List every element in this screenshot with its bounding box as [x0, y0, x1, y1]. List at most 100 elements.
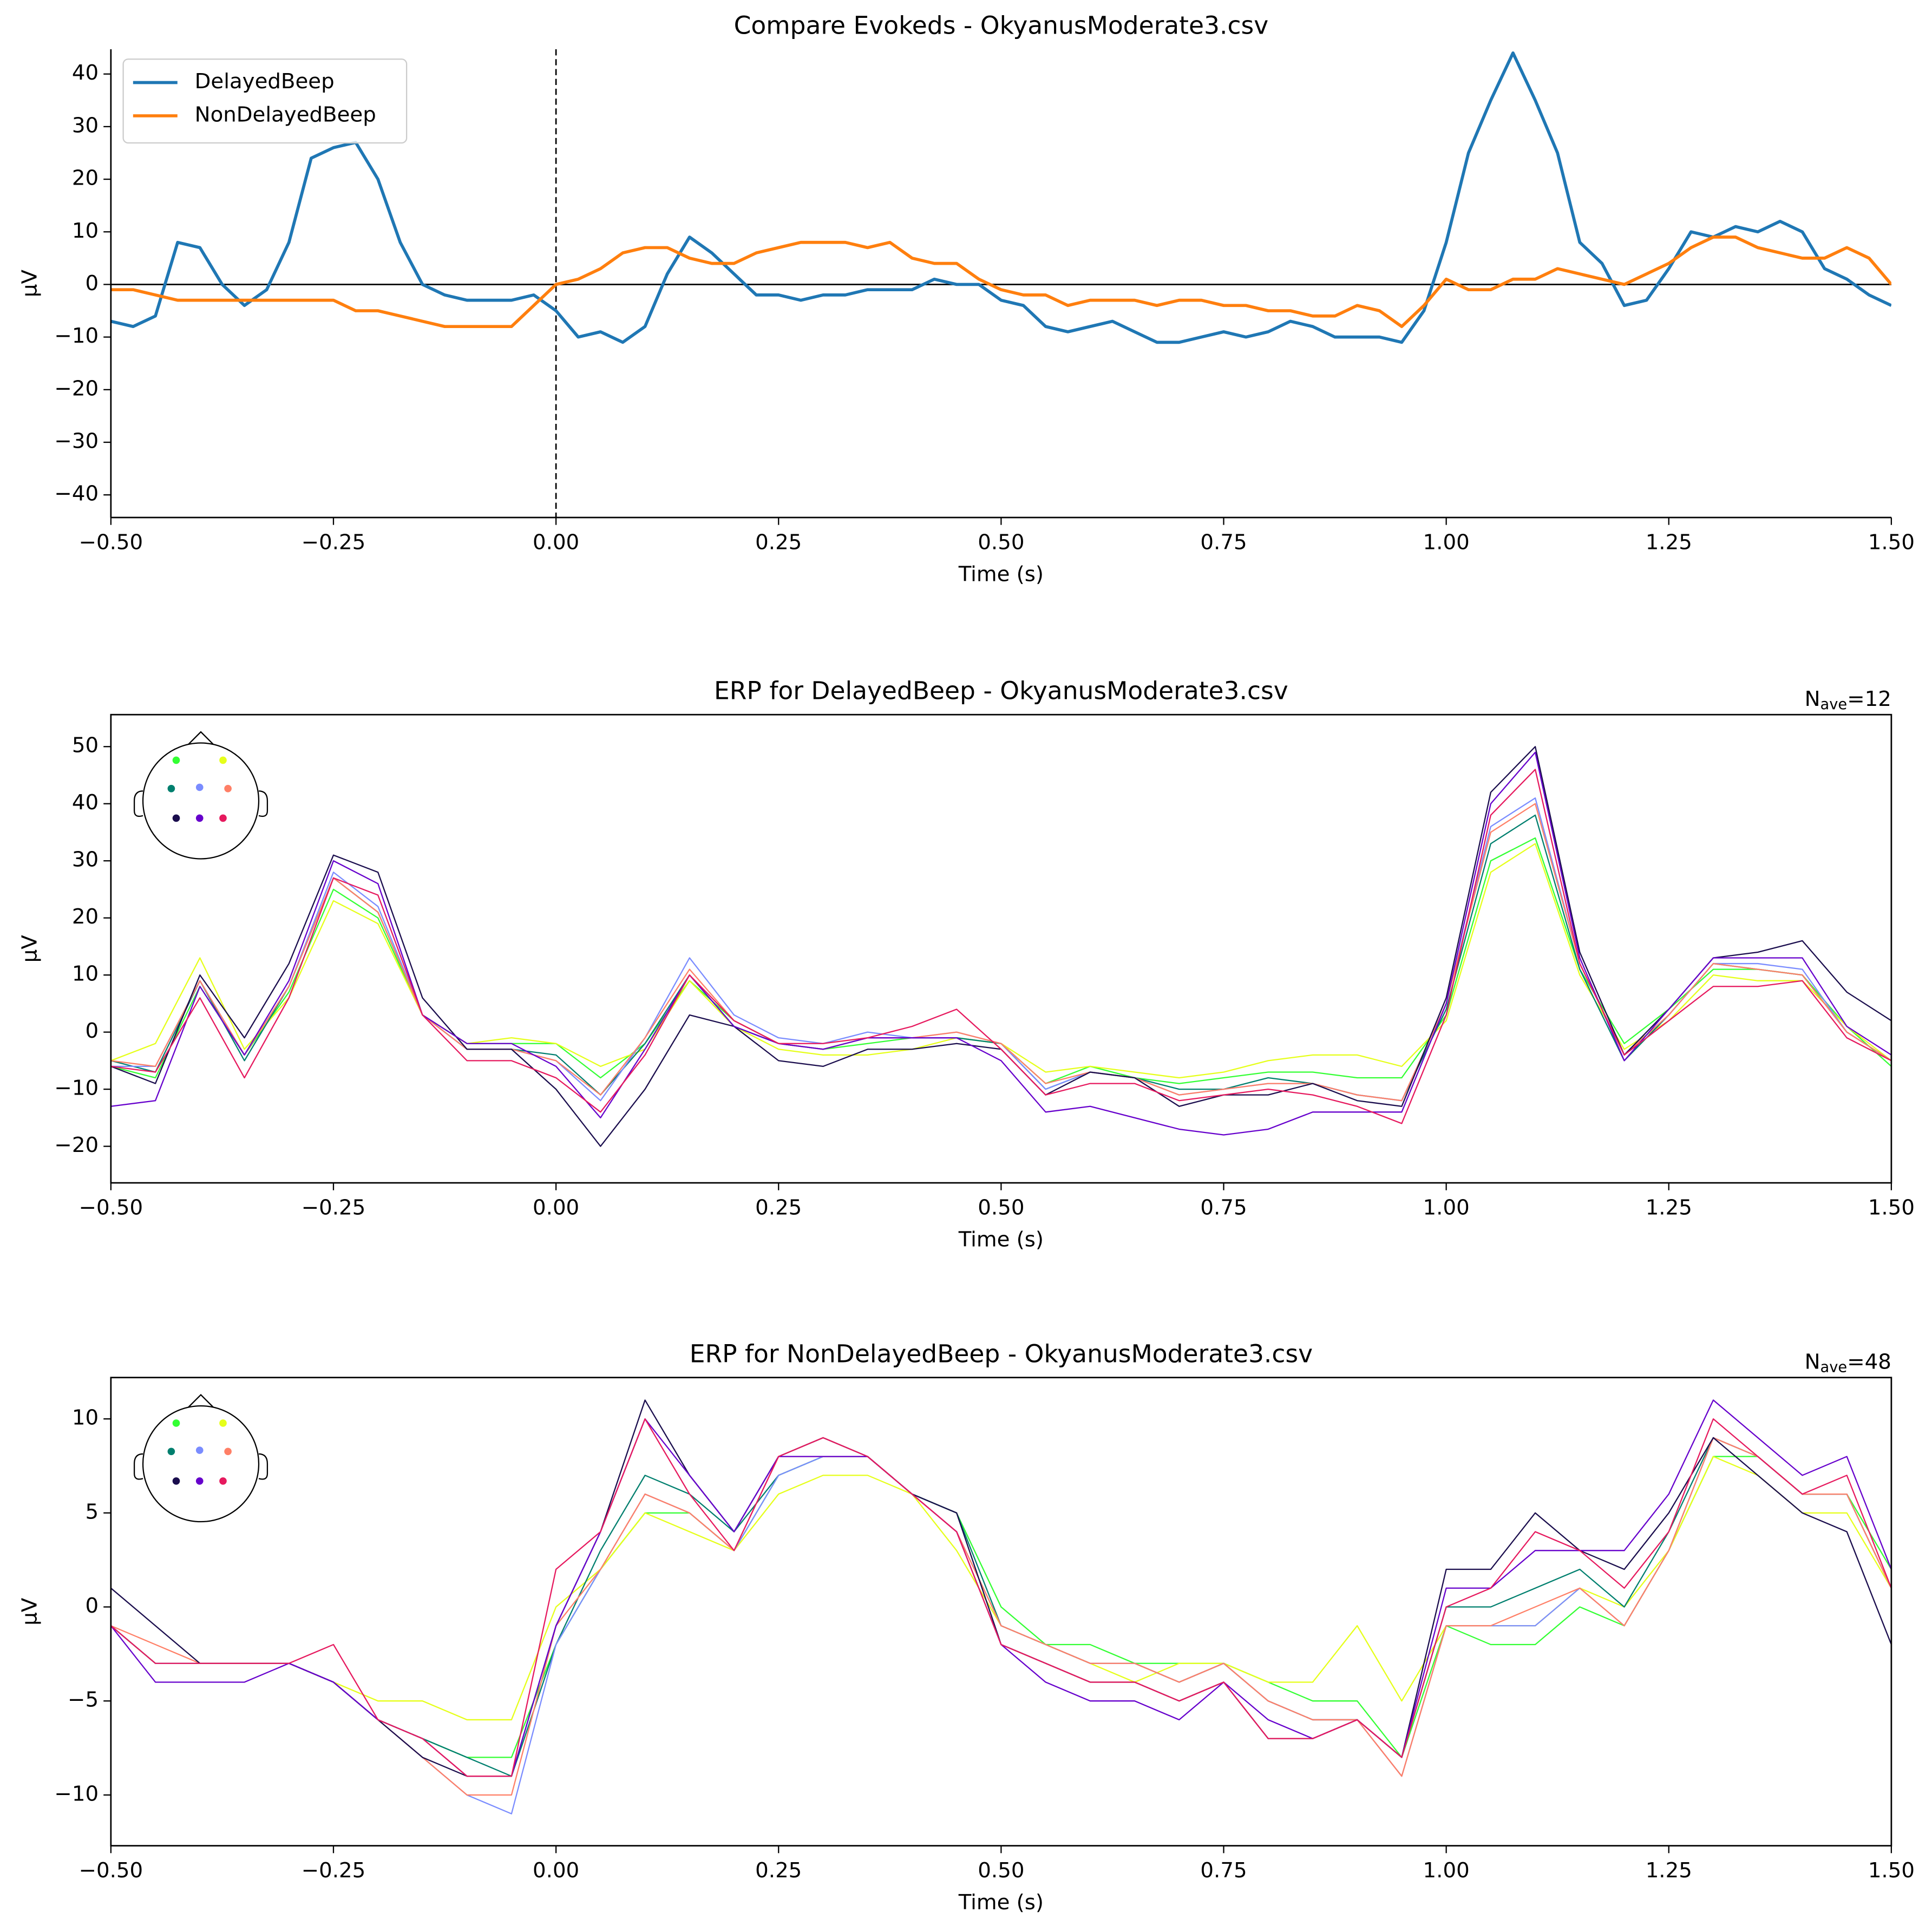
x-tick-label: 0.75	[1200, 1195, 1247, 1220]
x-tick-label: 1.00	[1423, 1858, 1470, 1883]
x-tick-label: 0.75	[1200, 1858, 1247, 1883]
y-tick-label: −40	[54, 482, 99, 506]
sensor-dot	[172, 1419, 180, 1427]
x-tick-label: 1.00	[1423, 530, 1470, 554]
head-ear	[133, 790, 143, 817]
x-tick-label: 1.00	[1423, 1195, 1470, 1220]
x-tick-label: 1.25	[1646, 1858, 1692, 1883]
y-tick-label: 40	[72, 790, 99, 815]
head-ear	[258, 790, 268, 817]
x-tick-label: 0.50	[978, 530, 1024, 554]
subplot: Compare Evokeds - OkyanusModerate3.csv −0…	[17, 11, 1915, 587]
sensor-dot	[195, 814, 204, 822]
y-tick-label: 0	[85, 271, 99, 296]
series-line	[110, 769, 1891, 1124]
sensor-dot	[224, 784, 232, 793]
y-tick-label: −30	[54, 429, 99, 454]
y-tick-label: 30	[72, 113, 99, 137]
y-tick-label: −20	[54, 376, 99, 401]
axes-frame	[110, 1377, 1892, 1847]
x-tick-label: 0.50	[978, 1195, 1024, 1220]
x-tick-label: 0.00	[533, 1195, 579, 1220]
x-tick-label: −0.25	[302, 530, 366, 554]
x-tick-label: 1.50	[1868, 530, 1915, 554]
series-line	[110, 746, 1891, 1147]
y-axis-label: µV	[17, 935, 42, 963]
head-outline	[142, 742, 260, 860]
y-axis-label: µV	[17, 269, 42, 297]
sensor-dot	[167, 784, 175, 793]
sensor-dot	[172, 1477, 180, 1485]
sensor-dot	[195, 1446, 204, 1454]
y-tick-label: −10	[54, 1076, 99, 1101]
y-tick-label: 0	[85, 1594, 99, 1618]
annotation-subscript: ave	[1820, 696, 1848, 712]
sensor-dot	[172, 756, 180, 764]
y-tick-label: 5	[85, 1499, 99, 1524]
sensor-inset	[133, 1393, 268, 1523]
x-tick-label: −0.25	[302, 1195, 366, 1220]
x-tick-label: 1.25	[1646, 1195, 1692, 1220]
axes-frame	[110, 713, 1892, 1184]
x-tick-label: −0.50	[79, 1195, 143, 1220]
x-tick-label: −0.25	[302, 1858, 366, 1883]
legend-frame	[122, 58, 408, 144]
x-tick-label: 0.25	[755, 530, 802, 554]
y-tick-label: 30	[72, 848, 99, 872]
sensor-dot	[219, 1477, 227, 1485]
y-tick-label: 10	[72, 1406, 99, 1430]
series-line	[110, 1437, 1891, 1796]
y-tick-label: −5	[68, 1688, 99, 1712]
series-line	[110, 803, 1891, 1102]
series-line	[110, 51, 1891, 344]
chart-title: ERP for DelayedBeep - OkyanusModerate3.c…	[714, 677, 1288, 705]
x-axis-label: Time (s)	[958, 562, 1044, 586]
x-tick-label: 1.25	[1646, 530, 1692, 554]
y-tick-label: −10	[54, 1782, 99, 1806]
x-tick-label: −0.50	[79, 1858, 143, 1883]
y-tick-label: 0	[85, 1019, 99, 1043]
annotation-suffix: =48	[1847, 1350, 1891, 1374]
head-ear	[258, 1453, 268, 1480]
legend-label: NonDelayedBeep	[195, 102, 376, 127]
sensor-dot	[167, 1448, 175, 1456]
x-tick-label: 0.50	[978, 1858, 1024, 1883]
y-tick-label: 20	[72, 905, 99, 929]
x-tick-label: 1.50	[1868, 1858, 1915, 1883]
series-line	[110, 751, 1891, 1136]
x-tick-label: 0.25	[755, 1858, 802, 1883]
sensor-dot	[195, 783, 204, 791]
series-line	[110, 1418, 1891, 1777]
sensor-dot	[219, 814, 227, 822]
legend-label: DelayedBeep	[195, 69, 335, 94]
y-tick-label: 10	[72, 219, 99, 243]
x-tick-label: −0.50	[79, 530, 143, 554]
x-axis-label: Time (s)	[958, 1890, 1044, 1915]
annotation-text: N	[1805, 686, 1820, 711]
y-axis-label: µV	[17, 1597, 42, 1626]
y-tick-label: 10	[72, 962, 99, 986]
annotation-text: N	[1805, 1350, 1820, 1374]
chart-title: ERP for NonDelayedBeep - OkyanusModerate…	[690, 1339, 1313, 1368]
annotation-subscript: ave	[1820, 1359, 1848, 1376]
x-tick-label: 0.25	[755, 1195, 802, 1220]
sensor-inset	[133, 731, 268, 860]
y-tick-label: −10	[54, 324, 99, 348]
head-ear	[133, 1453, 143, 1480]
x-tick-label: 0.00	[533, 530, 579, 554]
subplot: ERP for DelayedBeep - OkyanusModerate3.c…	[17, 677, 1915, 1252]
sensor-dot	[224, 1448, 232, 1456]
y-tick-label: −20	[54, 1133, 99, 1157]
annotation-suffix: =12	[1847, 686, 1891, 711]
sensor-dot	[219, 1419, 227, 1427]
series-line	[110, 814, 1891, 1102]
y-tick-label: 50	[72, 733, 99, 758]
series-line	[110, 837, 1891, 1084]
nave-annotation: Nave=12	[1805, 686, 1891, 712]
sensor-dot	[172, 814, 180, 822]
y-tick-label: 20	[72, 166, 99, 191]
sensor-dot	[195, 1477, 204, 1485]
series-line	[110, 235, 1891, 329]
